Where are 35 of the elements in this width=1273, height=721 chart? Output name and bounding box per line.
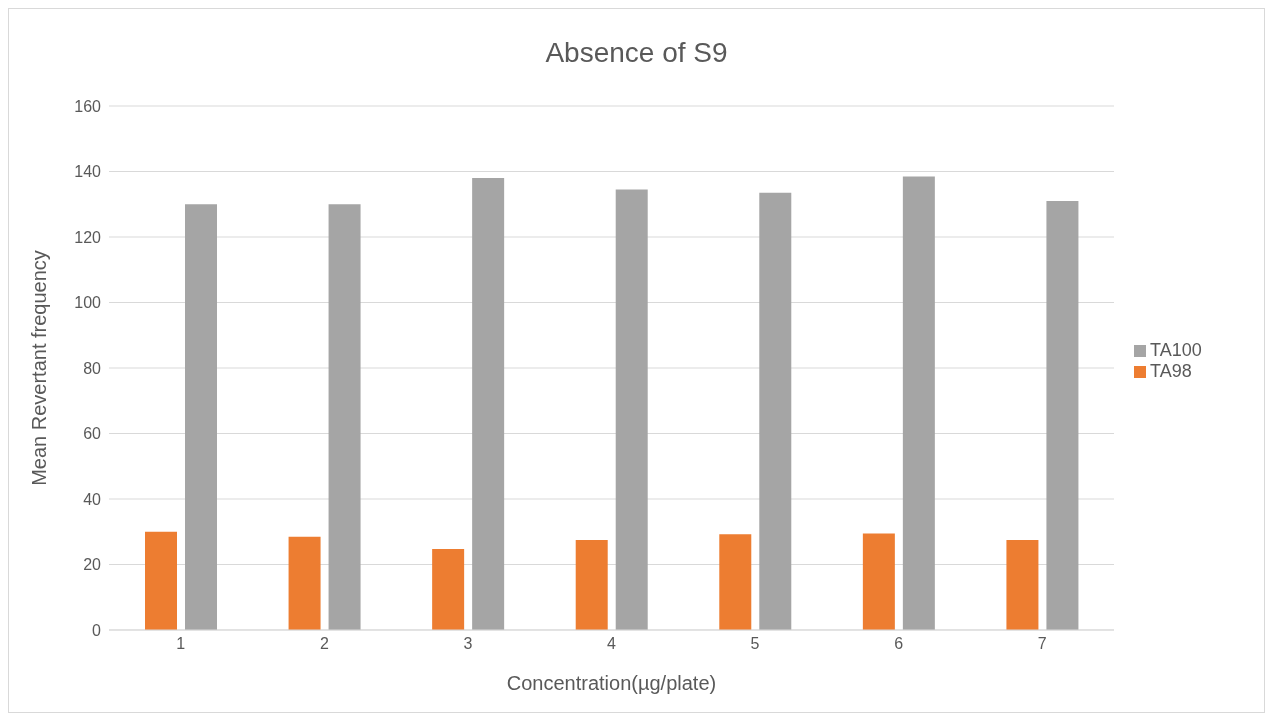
bar [328,204,361,630]
x-axis-title: Concentration(µg/plate) [506,672,717,694]
y-tick-label: 100 [74,294,102,312]
bar [145,531,177,630]
x-tick-label: 6 [894,635,904,653]
legend-label: TA98 [1150,360,1192,381]
bar [862,533,895,630]
x-tick-label: 3 [463,635,473,653]
y-tick-label: 160 [74,97,102,115]
bar [575,539,608,630]
x-tick-label: 7 [1037,635,1047,653]
y-tick-label: 140 [74,163,102,181]
bar [472,178,505,630]
chart-title: Absence of S9 [544,37,729,69]
y-tick-label: 0 [92,621,102,639]
bar [759,192,792,630]
bar [185,204,217,630]
bar [615,189,648,630]
y-tick-label: 80 [83,359,102,377]
bar [288,536,321,630]
bar [1006,539,1039,630]
x-tick-label: 2 [319,635,329,653]
y-axis-title: Mean Revertant frequency [28,250,51,486]
y-tick-label: 40 [83,490,102,508]
legend-label: TA100 [1150,339,1202,360]
bar [902,176,935,630]
bar [719,534,752,630]
x-tick-label: 1 [176,635,186,653]
y-tick-label: 20 [83,556,102,574]
y-tick-label: 60 [83,425,102,443]
bar [1046,200,1079,630]
x-tick-label: 5 [750,635,760,653]
bar [432,549,465,630]
y-tick-label: 120 [74,228,102,246]
x-tick-label: 4 [607,635,617,653]
